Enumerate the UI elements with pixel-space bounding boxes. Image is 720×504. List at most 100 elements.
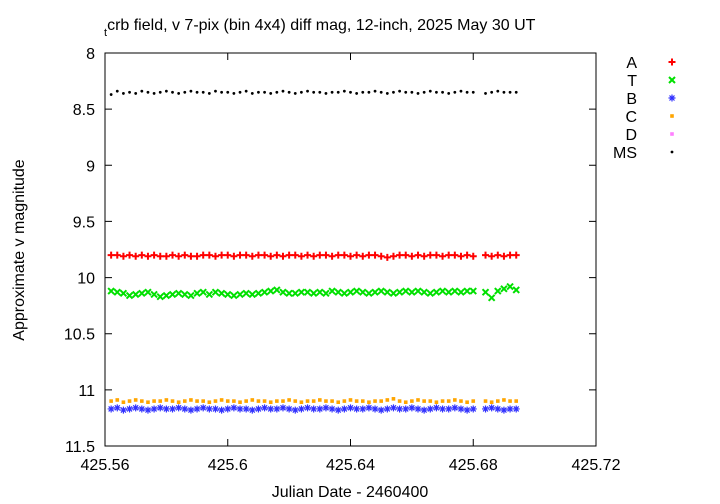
- marker-shape: [494, 405, 502, 413]
- data-point: [489, 400, 494, 405]
- data-point: [373, 89, 377, 93]
- marker-shape: [211, 252, 219, 260]
- data-point: [293, 399, 298, 403]
- data-point: [422, 399, 426, 403]
- data-point: [236, 251, 244, 259]
- data-point: [324, 399, 328, 403]
- data-point: [410, 90, 414, 94]
- data-point: [451, 404, 459, 412]
- data-point: [432, 288, 441, 296]
- data-point: [132, 404, 140, 412]
- data-point: [131, 290, 140, 299]
- data-point: [121, 400, 126, 405]
- marker-shape: [297, 252, 305, 260]
- marker-shape: [275, 90, 279, 94]
- data-point: [126, 405, 134, 413]
- marker-shape: [279, 288, 287, 296]
- marker-shape: [162, 252, 170, 260]
- data-point: [156, 404, 164, 412]
- data-point: [168, 290, 177, 299]
- data-point: [328, 287, 336, 295]
- data-point: [146, 90, 150, 94]
- data-point: [150, 405, 158, 413]
- marker-shape: [346, 288, 355, 296]
- data-point: [177, 92, 181, 95]
- marker-shape: [383, 288, 392, 296]
- data-point: [199, 404, 207, 412]
- data-point: [205, 405, 213, 413]
- data-point: [383, 253, 391, 261]
- marker-shape: [279, 252, 287, 260]
- marker-shape: [311, 399, 316, 403]
- marker-shape: [336, 90, 340, 94]
- marker-shape: [494, 287, 502, 295]
- data-point: [257, 90, 260, 94]
- data-point: [238, 90, 242, 94]
- data-point: [232, 399, 236, 403]
- marker-shape: [465, 90, 469, 94]
- marker-shape: [144, 288, 152, 296]
- marker-shape: [281, 89, 285, 93]
- data-point: [140, 89, 144, 93]
- marker-shape: [360, 399, 365, 403]
- x-axis-label: Julian Date - 2460400: [272, 484, 429, 501]
- data-point: [316, 288, 324, 296]
- marker-shape: [121, 400, 126, 405]
- data-point: [416, 398, 420, 402]
- marker-shape: [256, 399, 261, 403]
- data-point: [463, 406, 471, 414]
- marker-shape: [469, 405, 477, 413]
- data-point: [236, 405, 244, 413]
- marker-shape: [324, 399, 328, 403]
- marker-shape: [187, 291, 195, 300]
- marker-shape: [422, 399, 426, 403]
- data-point: [322, 251, 330, 259]
- y-tick-label: 8: [86, 46, 95, 63]
- data-point: [211, 252, 219, 260]
- data-point: [133, 398, 138, 402]
- marker-shape: [420, 288, 428, 296]
- marker-shape: [107, 251, 115, 259]
- data-point: [402, 405, 410, 413]
- marker-shape: [463, 287, 471, 295]
- chart-title: tcrb field, v 7-pix (bin 4x4) diff mag, …: [104, 17, 536, 39]
- data-point: [242, 251, 250, 259]
- data-point: [389, 289, 398, 297]
- marker-shape: [312, 90, 316, 94]
- data-point: [211, 288, 220, 296]
- marker-shape: [293, 92, 297, 95]
- marker-shape: [201, 90, 205, 94]
- legend-label: C: [625, 109, 637, 126]
- marker-shape: [150, 251, 158, 259]
- marker-shape: [122, 92, 125, 95]
- marker-shape: [353, 251, 361, 259]
- marker-shape: [291, 251, 299, 259]
- marker-shape: [309, 289, 318, 297]
- marker-shape: [398, 89, 401, 93]
- marker-shape: [389, 404, 397, 412]
- marker-shape: [279, 404, 287, 412]
- marker-shape: [224, 405, 232, 413]
- marker-shape: [195, 90, 199, 94]
- data-point: [182, 399, 187, 403]
- marker-shape: [340, 289, 349, 297]
- data-point: [487, 294, 496, 302]
- marker-shape: [451, 251, 459, 259]
- data-point: [426, 251, 434, 259]
- marker-shape: [171, 90, 174, 94]
- marker-shape: [132, 252, 140, 260]
- marker-shape: [261, 404, 269, 412]
- marker-shape: [348, 398, 353, 402]
- data-point: [463, 251, 471, 259]
- data-point: [514, 90, 518, 94]
- data-point: [303, 288, 312, 296]
- data-point: [119, 252, 127, 260]
- marker-shape: [408, 288, 416, 296]
- data-point: [107, 287, 115, 295]
- marker-shape: [287, 90, 291, 94]
- marker-shape: [365, 404, 373, 412]
- data-point: [330, 90, 334, 94]
- data-point: [340, 405, 348, 413]
- data-point: [248, 252, 256, 260]
- marker-shape: [224, 290, 232, 299]
